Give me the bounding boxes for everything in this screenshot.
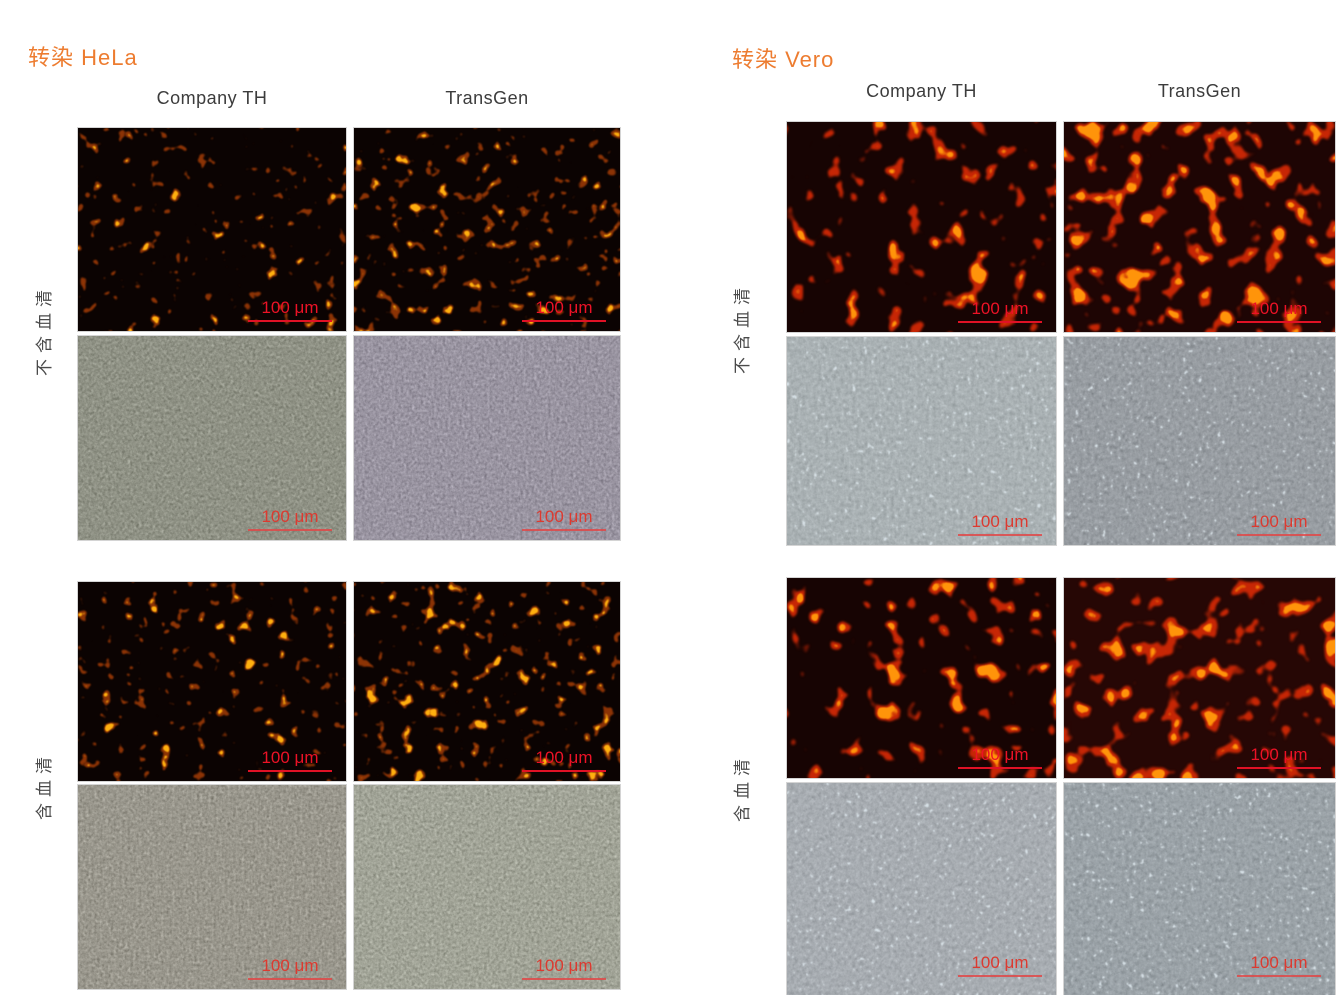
panel-vero-no-serum-company-th-brightfield-image: 100 μm [786, 336, 1057, 546]
panel-vero-no-serum-transgen-fluorescence-image: 100 μm [1063, 121, 1336, 333]
column-header-vero-company-th: Company TH [866, 81, 977, 101]
panel-hela-no-serum-transgen-fluorescence-image: 100 μm [353, 127, 621, 332]
panel-vero-serum-company-th-fluorescence-image: 100 μm [786, 577, 1057, 779]
row-label-hela-no-serum: 不含血清 [35, 284, 54, 376]
panel-hela-no-serum-transgen-brightfield-image: 100 μm [353, 335, 621, 541]
row-label-hela-serum: 含血清 [35, 751, 54, 820]
section-title-hela: 转染 HeLa [28, 45, 138, 70]
panel-hela-serum-company-th-brightfield-image: 100 μm [77, 784, 347, 990]
panel-vero-no-serum-company-th-fluorescence-image: 100 μm [786, 121, 1057, 333]
panel-vero-serum-company-th-brightfield-image: 100 μm [786, 782, 1057, 995]
panel-hela-serum-company-th-fluorescence-image: 100 μm [77, 581, 347, 782]
panel-vero-serum-transgen-fluorescence-image: 100 μm [1063, 577, 1336, 779]
row-label-vero-no-serum: 不含血清 [733, 282, 752, 374]
panel-hela-no-serum-company-th-fluorescence-image: 100 μm [77, 127, 347, 332]
panel-vero-no-serum-transgen-brightfield-image: 100 μm [1063, 336, 1336, 546]
column-header-vero-transgen: TransGen [1157, 81, 1242, 101]
column-header-hela-transgen: TransGen [445, 88, 529, 108]
column-header-hela-company-th: Company TH [156, 88, 268, 108]
section-title-vero: 转染 Vero [732, 47, 835, 72]
panel-hela-no-serum-company-th-brightfield-image: 100 μm [77, 335, 347, 541]
row-label-vero-serum: 含血清 [733, 753, 752, 822]
panel-hela-serum-transgen-brightfield-image: 100 μm [353, 784, 621, 990]
panel-vero-serum-transgen-brightfield-image: 100 μm [1063, 782, 1336, 995]
panel-hela-serum-transgen-fluorescence-image: 100 μm [353, 581, 621, 782]
